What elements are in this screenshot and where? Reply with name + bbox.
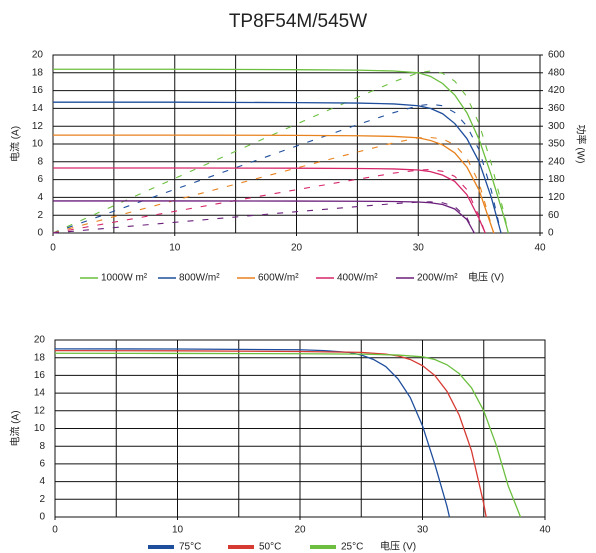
legend-label: 25°C bbox=[341, 542, 363, 553]
y-tick-label: 16 bbox=[34, 370, 46, 381]
y-tick-label: 20 bbox=[32, 50, 44, 61]
y2-tick-label: 360 bbox=[548, 103, 565, 114]
x-axis-label: 电压 (V) bbox=[380, 540, 416, 553]
legend-label: 800W/m² bbox=[179, 273, 220, 284]
y-tick-label: 14 bbox=[32, 103, 44, 114]
y-tick-label: 8 bbox=[39, 441, 45, 452]
y-tick-label: 4 bbox=[39, 476, 45, 487]
x-tick-label: 20 bbox=[291, 243, 303, 254]
current-line bbox=[53, 101, 502, 234]
y-tick-label: 20 bbox=[34, 335, 46, 346]
y-tick-label: 0 bbox=[39, 512, 45, 523]
current-line bbox=[54, 349, 487, 518]
x-tick-label: 40 bbox=[539, 525, 551, 536]
y2-tick-label: 420 bbox=[548, 85, 565, 96]
legend-swatch bbox=[148, 545, 174, 549]
current-line bbox=[53, 167, 486, 234]
y-axis-label: 电流 (A) bbox=[9, 410, 22, 446]
y2-tick-label: 350 bbox=[548, 139, 565, 150]
y2-tick-label: 180 bbox=[548, 174, 565, 185]
x-tick-label: 0 bbox=[52, 525, 58, 536]
legend-label: 50°C bbox=[259, 542, 281, 553]
legend-label: 75°C bbox=[179, 542, 201, 553]
y-tick-label: 0 bbox=[37, 228, 43, 239]
x-tick-label: 30 bbox=[417, 525, 429, 536]
x-tick-label: 10 bbox=[172, 525, 184, 536]
y-tick-label: 18 bbox=[32, 67, 44, 78]
y-tick-label: 2 bbox=[39, 494, 45, 505]
y2-tick-label: 300 bbox=[548, 121, 565, 132]
x-tick-label: 0 bbox=[50, 243, 56, 254]
current-line bbox=[53, 134, 495, 234]
y-tick-label: 18 bbox=[34, 352, 46, 363]
plot-border bbox=[54, 339, 546, 518]
x-tick-label: 40 bbox=[534, 243, 546, 254]
x-tick-label: 10 bbox=[169, 243, 181, 254]
legend-swatch bbox=[310, 545, 336, 549]
y2-tick-label: 0 bbox=[548, 228, 554, 239]
y-tick-label: 14 bbox=[34, 388, 46, 399]
y2-tick-label: 60 bbox=[548, 210, 560, 221]
y-tick-label: 8 bbox=[37, 156, 43, 167]
legend-label: 600W/m² bbox=[258, 273, 299, 284]
power-line bbox=[52, 168, 486, 234]
y-tick-label: 10 bbox=[34, 423, 46, 434]
y2-tick-label: 120 bbox=[548, 192, 565, 203]
y-tick-label: 2 bbox=[37, 210, 43, 221]
x-tick-label: 20 bbox=[294, 525, 306, 536]
y-tick-label: 6 bbox=[39, 459, 45, 470]
legend-label: 1000W m² bbox=[101, 273, 148, 284]
y2-tick-label: 480 bbox=[548, 67, 565, 78]
y2-tick-label: 240 bbox=[548, 156, 565, 167]
y2-tick-label: 600 bbox=[548, 50, 565, 61]
chart-title: TP8F54M/545W bbox=[229, 11, 367, 32]
y-axis-label: 电流 (A) bbox=[9, 126, 22, 162]
power-line bbox=[52, 136, 495, 234]
y-tick-label: 10 bbox=[32, 139, 44, 150]
x-axis-label: 电压 (V) bbox=[468, 271, 504, 284]
legend-label: 400W/m² bbox=[337, 273, 378, 284]
y2-axis-label: 功率 (W) bbox=[574, 125, 587, 164]
y-tick-label: 6 bbox=[37, 174, 43, 185]
y-tick-label: 12 bbox=[34, 405, 46, 416]
power-line bbox=[52, 201, 475, 234]
plot-border bbox=[52, 54, 541, 234]
current-line bbox=[53, 200, 475, 234]
y-tick-label: 4 bbox=[37, 192, 43, 203]
current-line bbox=[54, 352, 522, 518]
y-tick-label: 12 bbox=[32, 121, 44, 132]
x-tick-label: 30 bbox=[413, 243, 425, 254]
power-line bbox=[52, 103, 502, 234]
y-tick-label: 16 bbox=[32, 85, 44, 96]
current-line bbox=[53, 68, 509, 234]
current-line bbox=[54, 348, 451, 518]
legend-swatch bbox=[228, 545, 254, 549]
legend-label: 200W/m² bbox=[417, 273, 458, 284]
